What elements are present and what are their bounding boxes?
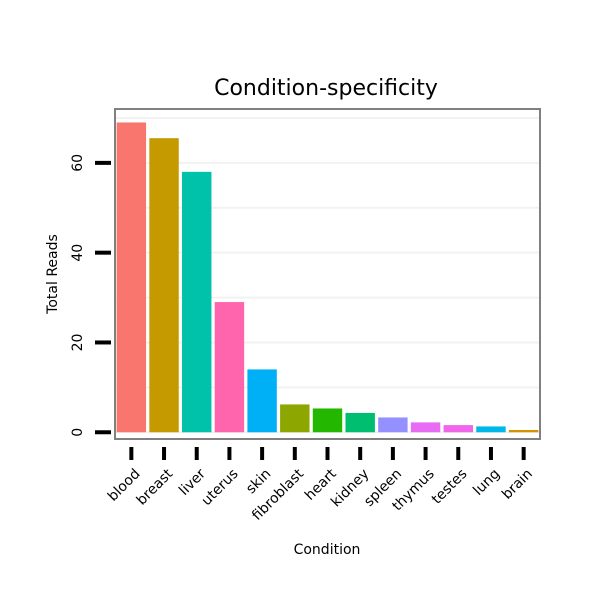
bar-kidney — [345, 412, 375, 433]
bar-heart — [312, 408, 343, 433]
y-tick-label-40: 40 — [70, 244, 86, 262]
bar-testes — [443, 425, 473, 433]
bar-lung — [476, 426, 506, 433]
bar-skin — [247, 369, 277, 433]
y-tick-label-0: 0 — [70, 428, 86, 437]
y-axis: 0 20 40 60 — [70, 154, 111, 437]
bar-spleen — [378, 417, 408, 433]
x-axis-label: Condition — [294, 542, 361, 558]
bar-fibroblast — [280, 404, 310, 433]
bars — [116, 122, 539, 433]
bar-breast — [149, 138, 179, 433]
bar-thymus — [410, 422, 441, 433]
y-axis-label: Total Reads — [45, 234, 61, 315]
bar-liver — [182, 171, 212, 433]
y-tick-label-60: 60 — [70, 154, 86, 172]
bar-blood — [116, 122, 147, 433]
chart-title: Condition-specificity — [214, 76, 438, 101]
bar-uterus — [214, 302, 245, 433]
bar-brain — [508, 430, 539, 433]
y-tick-label-20: 20 — [70, 334, 86, 352]
plot-panel-border — [114, 108, 541, 440]
